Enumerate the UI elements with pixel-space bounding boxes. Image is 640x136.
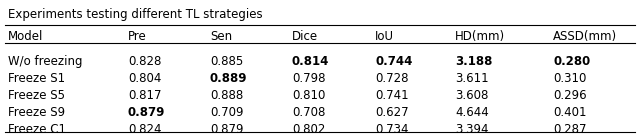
Text: 0.708: 0.708 [292,106,325,119]
Text: 0.310: 0.310 [553,72,586,85]
Text: 0.627: 0.627 [375,106,408,119]
Text: 0.728: 0.728 [375,72,408,85]
Text: 0.280: 0.280 [553,55,590,68]
Text: 0.879: 0.879 [210,123,243,136]
Text: 0.814: 0.814 [292,55,330,68]
Text: Freeze C1: Freeze C1 [8,123,66,136]
Text: 3.188: 3.188 [455,55,492,68]
Text: 0.888: 0.888 [210,89,243,102]
Text: 0.885: 0.885 [210,55,243,68]
Text: 0.287: 0.287 [553,123,586,136]
Text: Freeze S9: Freeze S9 [8,106,65,119]
Text: Freeze S5: Freeze S5 [8,89,65,102]
Text: 3.611: 3.611 [455,72,488,85]
Text: Pre: Pre [128,30,147,43]
Text: 0.804: 0.804 [128,72,161,85]
Text: 3.608: 3.608 [455,89,488,102]
Text: Experiments testing different TL strategies: Experiments testing different TL strateg… [8,8,262,21]
Text: 0.296: 0.296 [553,89,587,102]
Text: 0.401: 0.401 [553,106,586,119]
Text: 4.644: 4.644 [455,106,489,119]
Text: ASSD(mm): ASSD(mm) [553,30,617,43]
Text: 0.741: 0.741 [375,89,408,102]
Text: 0.802: 0.802 [292,123,325,136]
Text: W/o freezing: W/o freezing [8,55,83,68]
Text: 0.889: 0.889 [210,72,248,85]
Text: IoU: IoU [375,30,394,43]
Text: 3.394: 3.394 [455,123,488,136]
Text: Sen: Sen [210,30,232,43]
Text: 0.709: 0.709 [210,106,243,119]
Text: Model: Model [8,30,44,43]
Text: 0.810: 0.810 [292,89,325,102]
Text: 0.879: 0.879 [128,106,165,119]
Text: 0.828: 0.828 [128,55,161,68]
Text: 0.798: 0.798 [292,72,326,85]
Text: 0.824: 0.824 [128,123,161,136]
Text: Freeze S1: Freeze S1 [8,72,65,85]
Text: 0.817: 0.817 [128,89,161,102]
Text: HD(mm): HD(mm) [455,30,505,43]
Text: Dice: Dice [292,30,318,43]
Text: 0.744: 0.744 [375,55,412,68]
Text: 0.734: 0.734 [375,123,408,136]
